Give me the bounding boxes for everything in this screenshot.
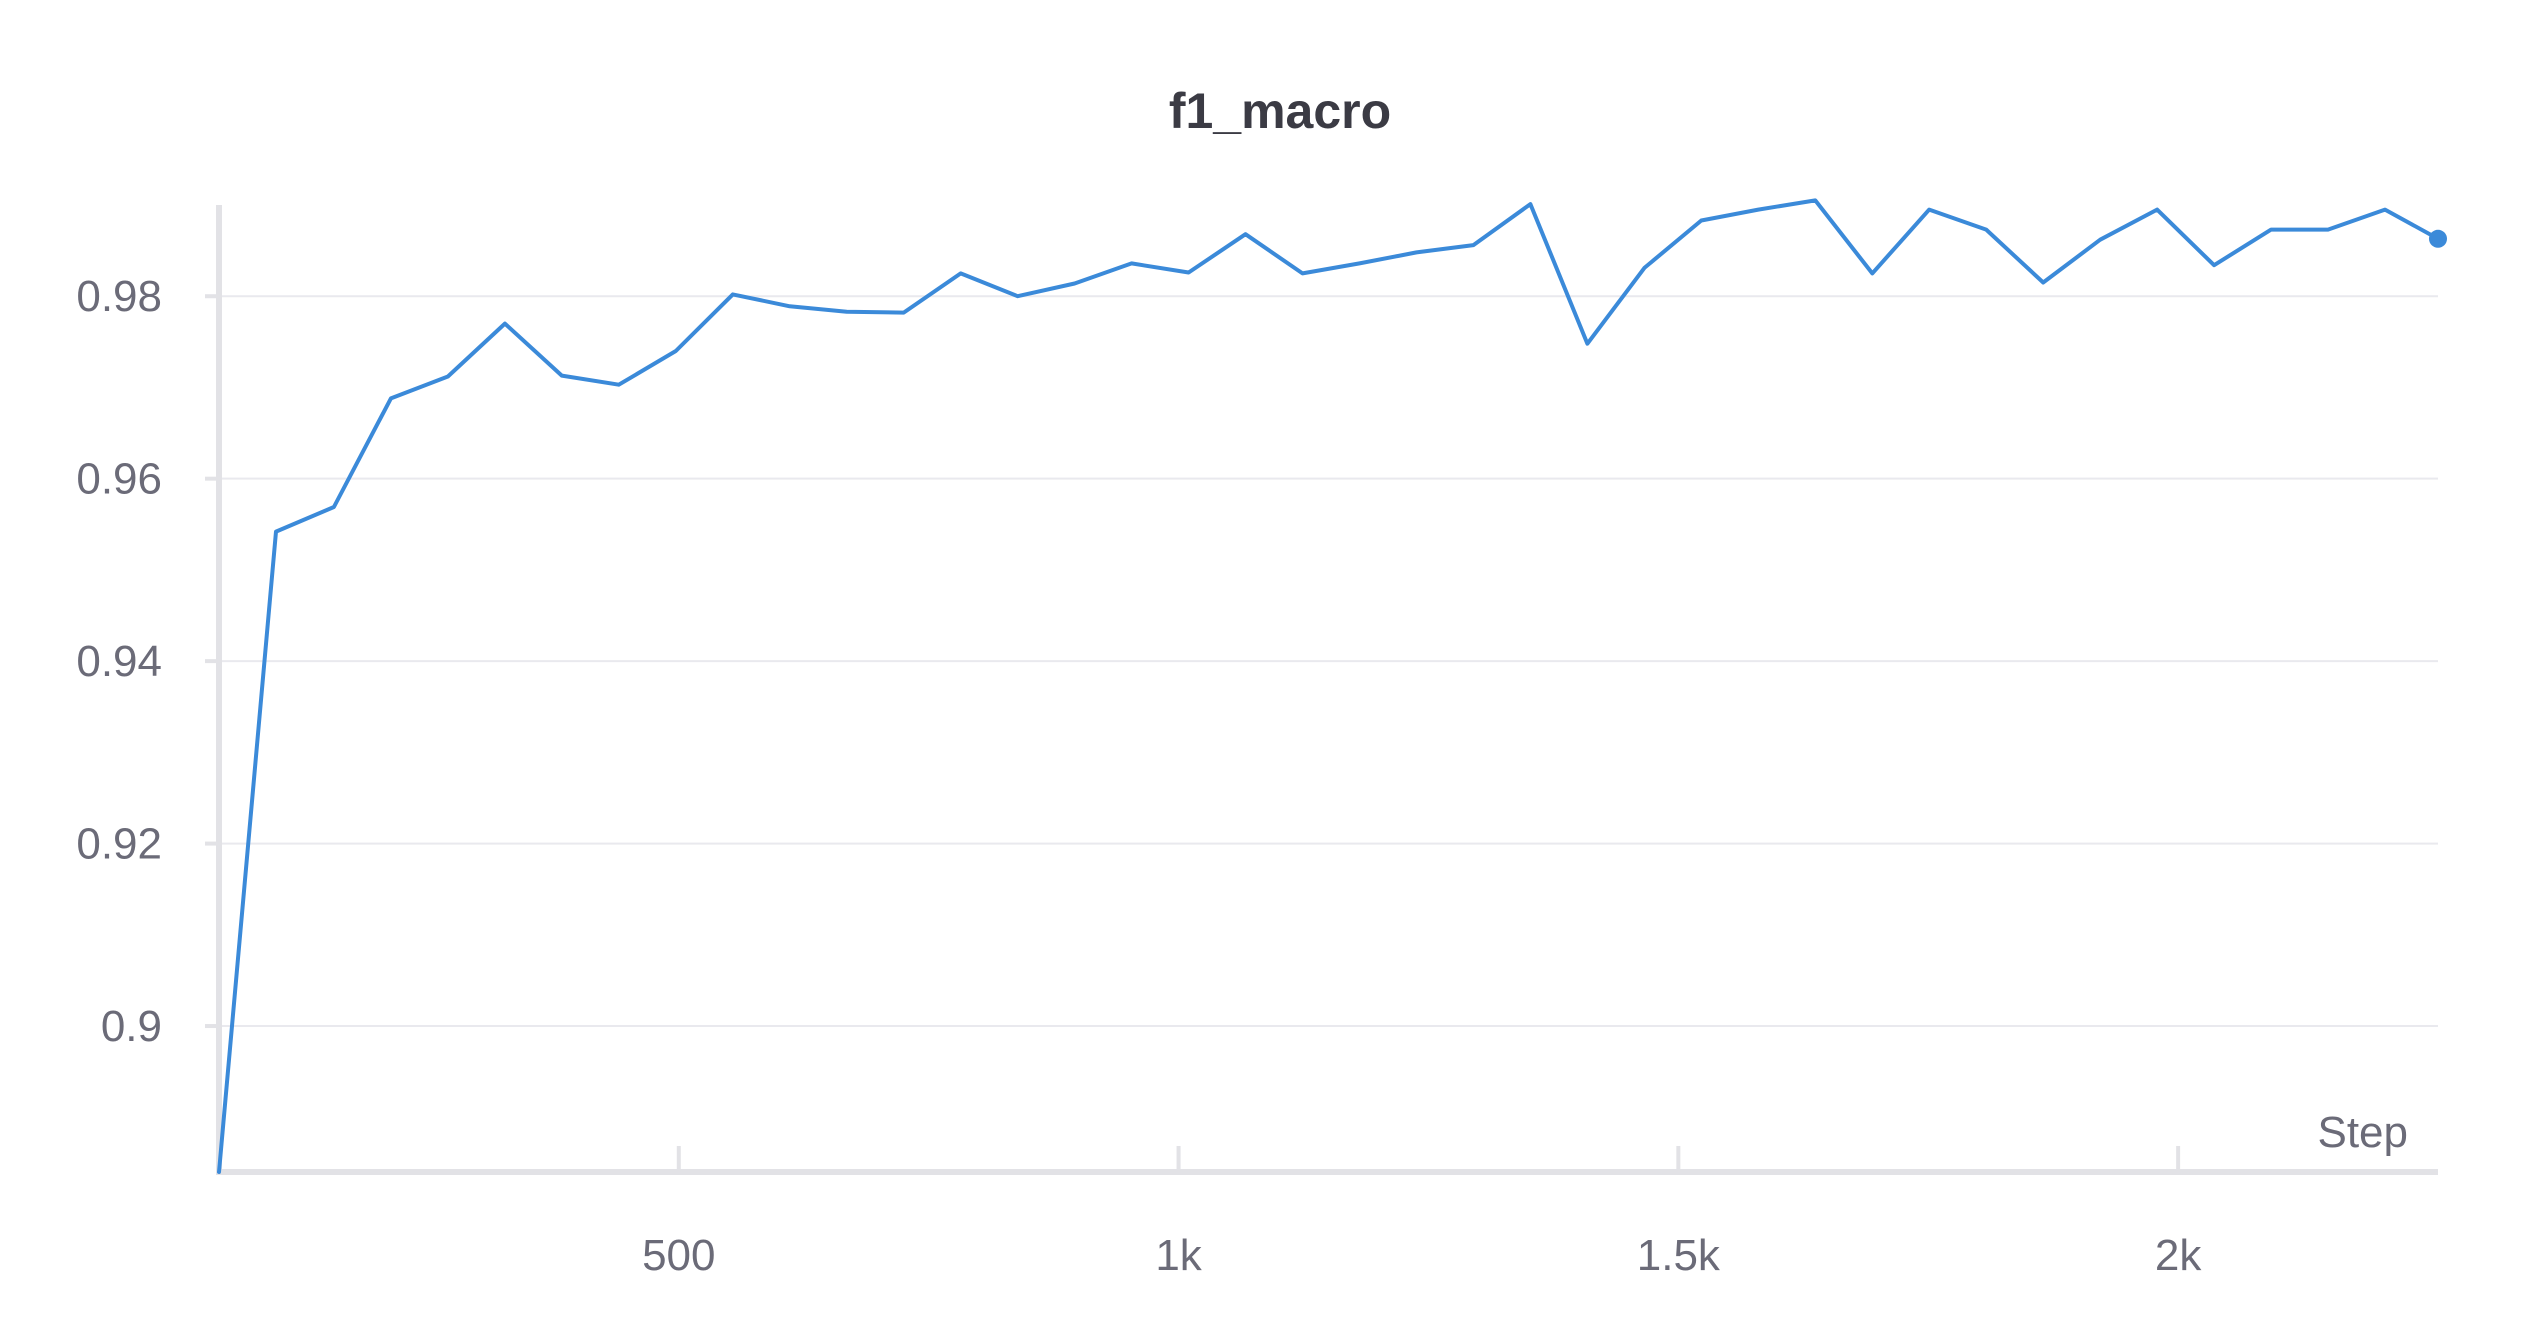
y-tick-label: 0.94 — [76, 637, 162, 686]
tick-marks — [205, 294, 2181, 1172]
series-line — [217, 198, 2440, 1174]
series-layer — [217, 198, 2447, 1174]
tick-labels: 0.9 0.92 0.94 0.96 0.98 500 1k 1.5k 2k — [76, 272, 2202, 1280]
x-axis-title: Step — [2317, 1108, 2408, 1157]
gridlines — [219, 295, 2438, 1028]
x-tick-label: 1.5k — [1637, 1231, 1721, 1280]
x-tick-label: 500 — [642, 1231, 715, 1280]
x-tick-label: 2k — [2155, 1231, 2202, 1280]
y-tick-label: 0.92 — [76, 820, 162, 869]
x-tick-label: 1k — [1155, 1231, 1202, 1280]
y-tick-label: 0.9 — [101, 1002, 162, 1051]
axes — [216, 205, 2438, 1175]
chart-title: f1_macro — [1169, 83, 1391, 139]
y-tick-label: 0.96 — [76, 455, 162, 504]
y-tick-label: 0.98 — [76, 272, 162, 321]
series-end-marker — [2429, 229, 2447, 248]
